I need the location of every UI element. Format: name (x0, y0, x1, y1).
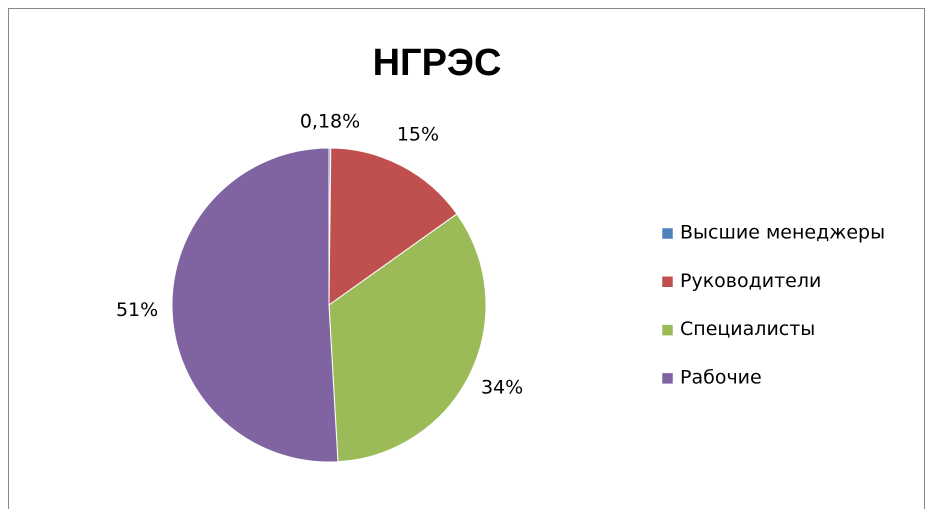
legend-label: Высшие менеджеры (680, 222, 885, 244)
data-label: 34% (481, 377, 523, 399)
legend-label: Специалисты (680, 318, 815, 340)
legend-marker (661, 227, 674, 240)
legend-marker (661, 324, 674, 336)
pie-slice (328, 147, 458, 306)
data-label: 51% (116, 299, 158, 321)
pie-slice (328, 213, 487, 463)
legend-label: Рабочие (680, 366, 762, 388)
data-label: 0,18% (300, 111, 360, 133)
chart-title: НГРЭС (373, 42, 502, 84)
pie-slice (171, 147, 339, 463)
legend-marker (661, 276, 674, 288)
legend-label: Руководители (680, 270, 821, 292)
legend-marker (661, 372, 674, 385)
data-label: 15% (397, 123, 439, 145)
